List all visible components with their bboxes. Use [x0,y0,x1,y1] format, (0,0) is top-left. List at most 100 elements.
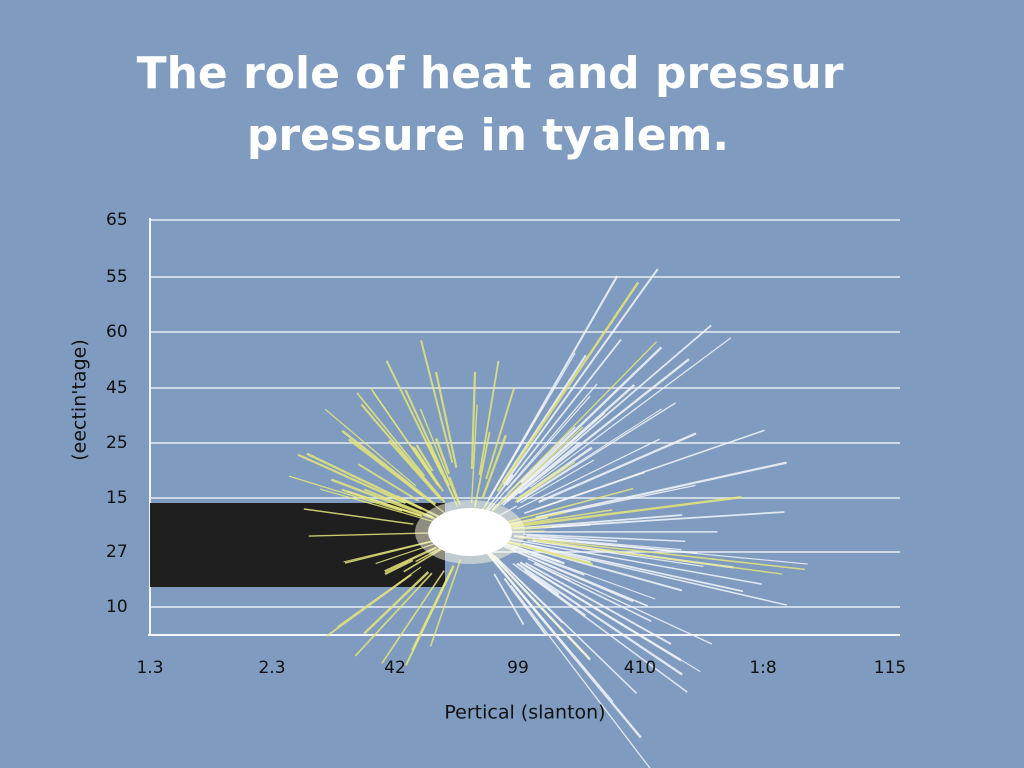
ray [341,429,437,506]
ray [533,562,652,622]
ray [385,360,443,475]
ray [530,575,586,617]
ray [486,551,614,703]
y-tick-label: 15 [106,488,128,508]
ray [303,508,414,525]
ray [470,371,477,469]
ray [496,281,640,492]
ray [348,438,423,497]
ray [503,545,634,603]
ray [535,461,787,519]
ray [381,570,445,664]
ray [326,573,412,637]
ray [541,538,808,565]
ray [503,537,763,585]
ray [520,459,595,504]
ray [514,461,576,503]
x-tick-label: 115 [874,658,906,678]
x-tick-label: 42 [384,658,406,678]
ray [531,553,656,600]
ray [500,412,606,506]
ray [505,338,622,486]
x-tick-label: 410 [624,658,656,678]
ray [522,542,744,593]
ray [354,572,433,657]
x-tick-label: 99 [507,658,529,678]
ray [503,577,547,636]
ray [435,371,458,468]
ray [487,549,563,624]
ray [493,573,525,625]
ray [502,441,581,506]
ray [343,541,430,563]
ray [524,569,560,596]
y-tick-label: 25 [106,433,128,453]
y-tick-label: 27 [106,542,128,562]
ray [330,478,435,520]
ray [538,432,697,504]
ray [505,395,591,492]
ray [508,509,613,527]
ray [487,275,619,501]
dark-bar [150,503,445,587]
ray [485,387,515,480]
ray [510,585,651,768]
ray [324,408,417,487]
ray [356,392,426,477]
ray [529,337,732,488]
ray [489,552,592,661]
ray [520,346,663,484]
ray [473,431,491,508]
ray [516,408,662,503]
y-tick-label: 60 [106,322,128,342]
x-tick-label: 1.3 [136,658,163,678]
ray [419,408,459,501]
ray [512,514,683,530]
ray [515,464,566,501]
y-tick-label: 65 [106,210,128,230]
x-tick-label: 2.3 [258,658,285,678]
ray [518,536,805,571]
ray [435,437,451,475]
ray [297,453,407,505]
ray [491,426,576,511]
ray [507,341,657,495]
ray [384,559,414,575]
ray [502,268,659,486]
ray [519,561,682,662]
y-axis-label: (eectin'tage) [69,339,91,461]
ray [346,490,422,517]
x-tick-label: 1:8 [749,658,776,678]
ray [427,442,455,498]
ray [538,537,682,551]
ray [308,532,436,537]
y-tick-label: 55 [106,267,128,287]
ray [415,444,434,472]
ray [534,562,571,581]
ray [516,438,660,510]
ray [527,558,713,645]
ray [429,559,462,647]
x-axis-label: Pertical (slanton) [444,702,605,724]
ray [512,563,688,693]
ray [363,571,430,635]
burst [288,268,808,768]
title-line: The role of heat and pressur [137,48,844,99]
ray [420,340,454,463]
ray [516,562,683,676]
ray [494,555,638,694]
ray [405,568,454,666]
ray [413,447,444,492]
title-line: pressure in tyalem. [247,110,729,161]
ray [481,434,507,500]
ray [502,543,585,576]
ray [482,383,598,518]
y-tick-label: 45 [106,378,128,398]
ray [523,533,686,543]
ray [527,539,704,567]
ray [521,543,787,606]
ray [448,476,461,506]
ray [507,487,634,523]
